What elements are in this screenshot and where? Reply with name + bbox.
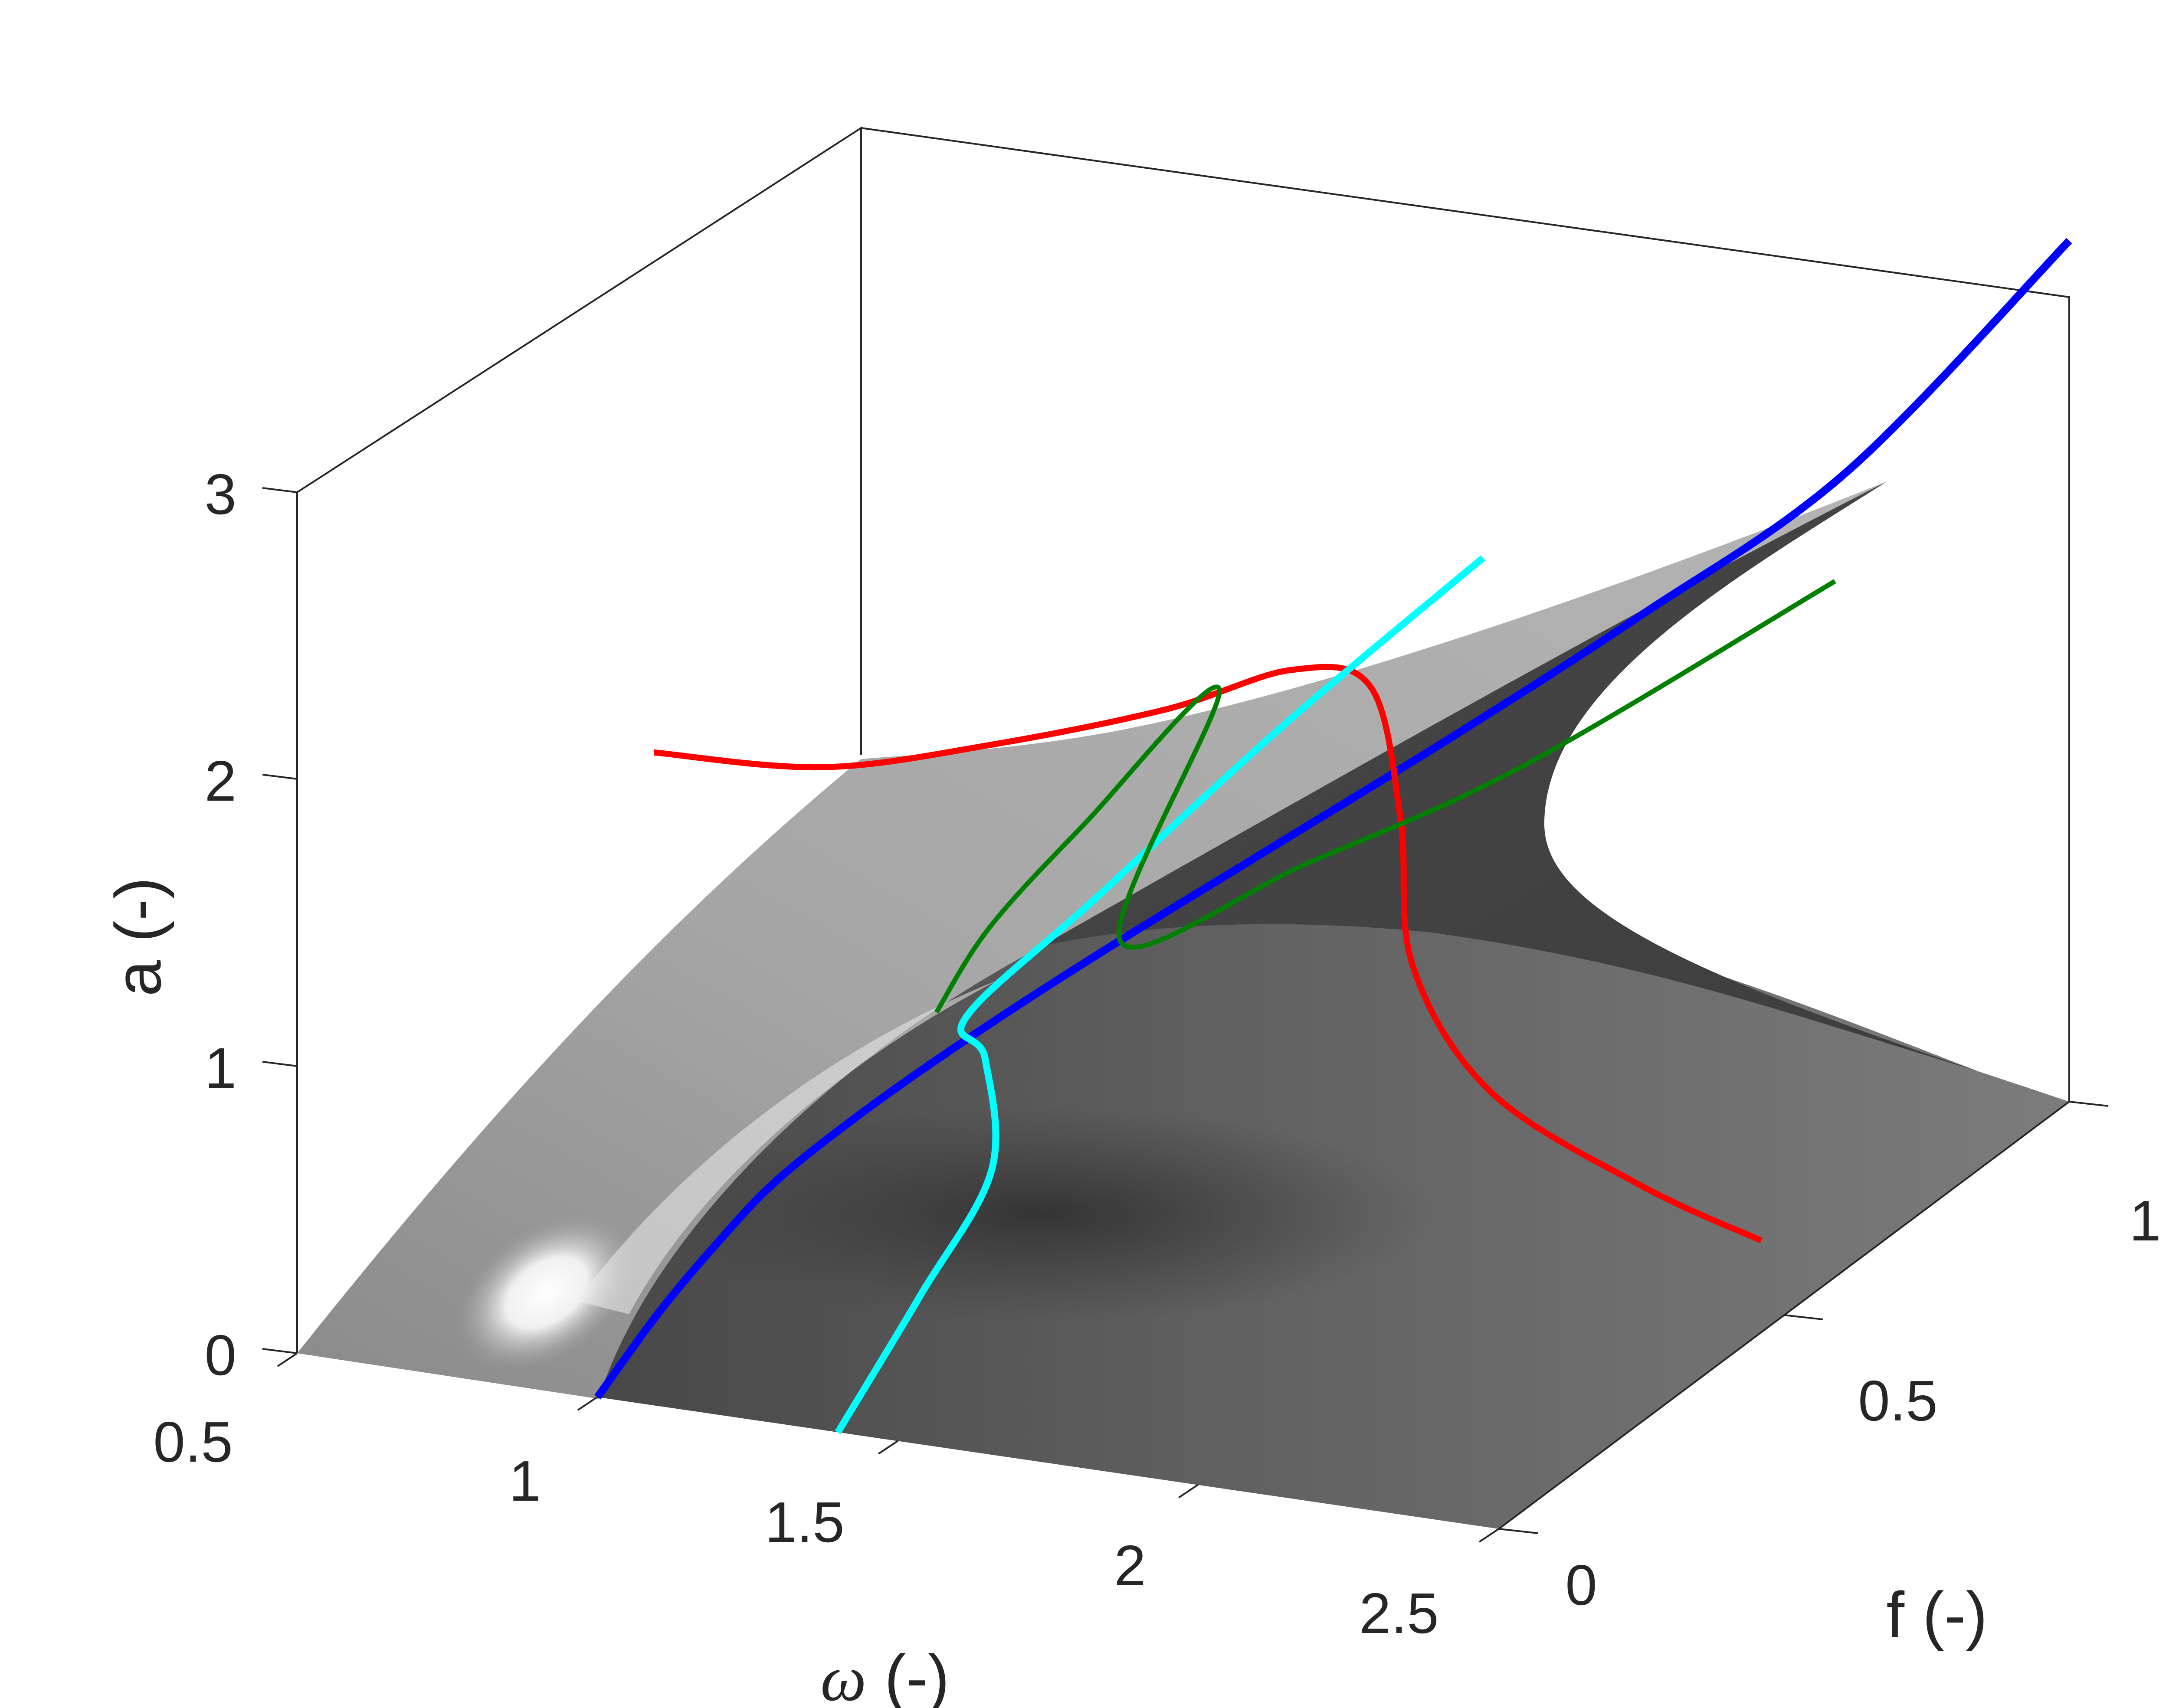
y-tick-label: 0.5 <box>1858 1369 1938 1433</box>
curves-layer <box>594 238 2072 1434</box>
z-tick-labels: 0 1 2 3 <box>205 462 236 1387</box>
x-tick-labels: 0.5 1 1.5 2 2.5 <box>153 1410 1439 1645</box>
y-ticks <box>1498 1101 2109 1534</box>
x-axis-title-symbol: ω <box>820 1643 866 1708</box>
z-axis-title: a (-) <box>102 877 174 997</box>
surface-peak-highlight <box>456 1214 637 1371</box>
series-line-0 <box>594 238 2072 1400</box>
y-tick-label: 0 <box>1565 1553 1597 1617</box>
surface-valley <box>651 1106 1432 1323</box>
series-line-1 <box>653 664 1763 1243</box>
x-tick-label: 1 <box>509 1449 541 1513</box>
z-tick-label: 0 <box>205 1323 236 1387</box>
surface-upper-sheet <box>297 481 1887 1399</box>
z-tick-label: 1 <box>205 1036 236 1100</box>
x-axis-title: ω (-) <box>820 1641 949 1708</box>
z-ticks <box>262 487 298 1354</box>
x-axis-title-unit: (-) <box>866 1641 950 1708</box>
y-tick-labels: 0 0.5 1 <box>1565 1189 2161 1617</box>
x-ticks <box>277 1352 1500 1543</box>
y-axis-title: f (-) <box>1886 1578 1987 1651</box>
x-tick-label: 2 <box>1114 1534 1146 1597</box>
series-line-3 <box>934 579 1836 1014</box>
y-tick-label: 1 <box>2129 1189 2161 1253</box>
z-tick-label: 3 <box>205 462 236 526</box>
x-tick-label: 0.5 <box>153 1410 233 1474</box>
z-tick-label: 2 <box>205 749 236 813</box>
series-line-2 <box>835 555 1485 1434</box>
axes-box <box>296 126 2070 1353</box>
surface-ridge-highlight <box>577 980 998 1314</box>
x-tick-label: 2.5 <box>1359 1581 1439 1645</box>
x-tick-label: 1.5 <box>765 1490 845 1554</box>
